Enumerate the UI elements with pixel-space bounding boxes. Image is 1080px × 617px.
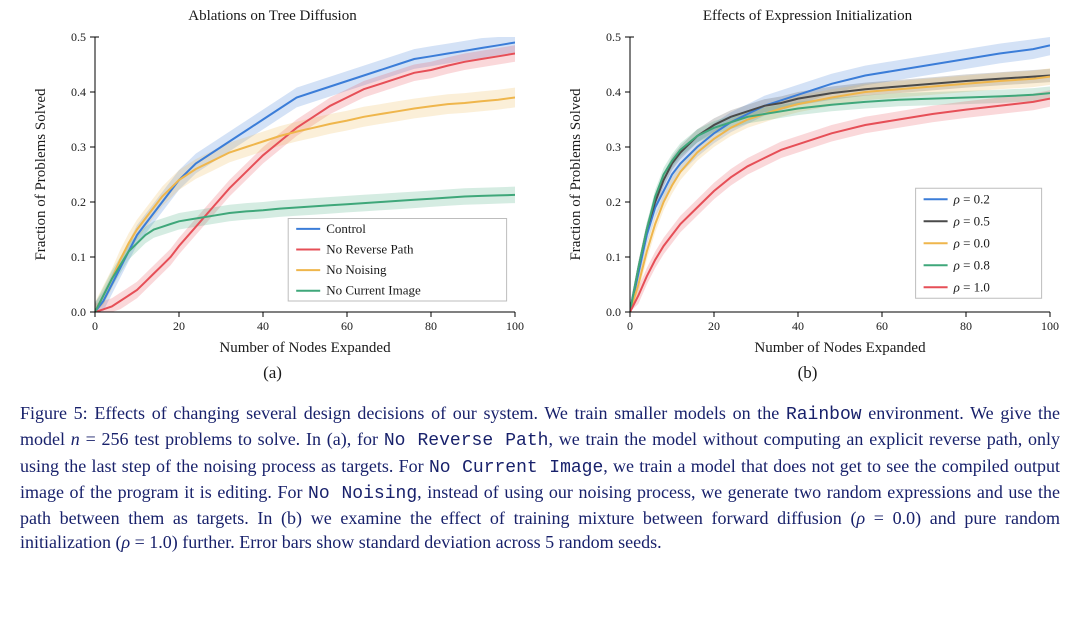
figure-container: Ablations on Tree Diffusion 0 20 40 60 80 100… xyxy=(20,8,1060,555)
svg-text:0: 0 xyxy=(627,319,633,333)
figure-caption: Figure 5: Effects of changing several de… xyxy=(20,401,1060,555)
svg-text:80: 80 xyxy=(960,319,972,333)
svg-text:100: 100 xyxy=(506,319,524,333)
svg-text:0: 0 xyxy=(92,319,98,333)
svg-text:ρ = 0.0: ρ = 0.0 xyxy=(953,235,990,250)
svg-text:0.4: 0.4 xyxy=(606,85,621,99)
svg-text:ρ = 1.0: ρ = 1.0 xyxy=(953,279,990,294)
svg-text:No Current Image: No Current Image xyxy=(326,283,421,298)
panel-a-title: Ablations on Tree Diffusion xyxy=(20,8,525,25)
svg-text:0.3: 0.3 xyxy=(71,140,86,154)
svg-text:0.2: 0.2 xyxy=(606,195,621,209)
panel-b-sublabel: (b) xyxy=(555,363,1060,383)
svg-text:0.1: 0.1 xyxy=(606,250,621,264)
svg-text:60: 60 xyxy=(876,319,888,333)
svg-text:80: 80 xyxy=(425,319,437,333)
svg-text:100: 100 xyxy=(1041,319,1059,333)
figure-label: Figure 5: xyxy=(20,403,88,423)
svg-text:40: 40 xyxy=(257,319,269,333)
caption-body: Effects of changing several design decis… xyxy=(20,403,1060,552)
figure-panels-row: Ablations on Tree Diffusion 0 20 40 60 80 100… xyxy=(20,8,1060,383)
svg-text:Number of Nodes Expanded: Number of Nodes Expanded xyxy=(754,340,926,356)
svg-text:0.4: 0.4 xyxy=(71,85,86,99)
panel-a: Ablations on Tree Diffusion 0 20 40 60 80 100… xyxy=(20,8,525,383)
svg-text:0.5: 0.5 xyxy=(71,30,86,44)
svg-text:Number of Nodes Expanded: Number of Nodes Expanded xyxy=(219,340,391,356)
svg-text:0.5: 0.5 xyxy=(606,30,621,44)
svg-text:60: 60 xyxy=(341,319,353,333)
svg-text:40: 40 xyxy=(792,319,804,333)
panel-a-sublabel: (a) xyxy=(20,363,525,383)
panel-b: Effects of Expression Initialization 0 20… xyxy=(555,8,1060,383)
svg-text:20: 20 xyxy=(708,319,720,333)
svg-text:0.1: 0.1 xyxy=(71,250,86,264)
panel-b-title: Effects of Expression Initialization xyxy=(555,8,1060,25)
svg-text:ρ = 0.2: ρ = 0.2 xyxy=(953,191,990,206)
svg-text:0.0: 0.0 xyxy=(606,305,621,319)
svg-text:0.3: 0.3 xyxy=(606,140,621,154)
svg-text:20: 20 xyxy=(173,319,185,333)
svg-text:No Noising: No Noising xyxy=(326,262,387,277)
svg-text:0.0: 0.0 xyxy=(71,305,86,319)
svg-text:Fraction of Problems Solved: Fraction of Problems Solved xyxy=(33,88,49,261)
svg-text:ρ = 0.5: ρ = 0.5 xyxy=(953,213,990,228)
chart-a: 0 20 40 60 80 100 0.0 0.1 0.2 0.3 0.4 0.5 Number of … xyxy=(20,27,525,357)
svg-text:No Reverse Path: No Reverse Path xyxy=(326,241,414,256)
svg-text:Fraction of Problems Solved: Fraction of Problems Solved xyxy=(568,88,584,261)
chart-b: 0 20 40 60 80 100 0.0 0.1 0.2 0.3 0.4 0.5 Number of … xyxy=(555,27,1060,357)
svg-text:0.2: 0.2 xyxy=(71,195,86,209)
svg-text:ρ = 0.8: ρ = 0.8 xyxy=(953,257,990,272)
svg-text:Control: Control xyxy=(326,221,366,236)
